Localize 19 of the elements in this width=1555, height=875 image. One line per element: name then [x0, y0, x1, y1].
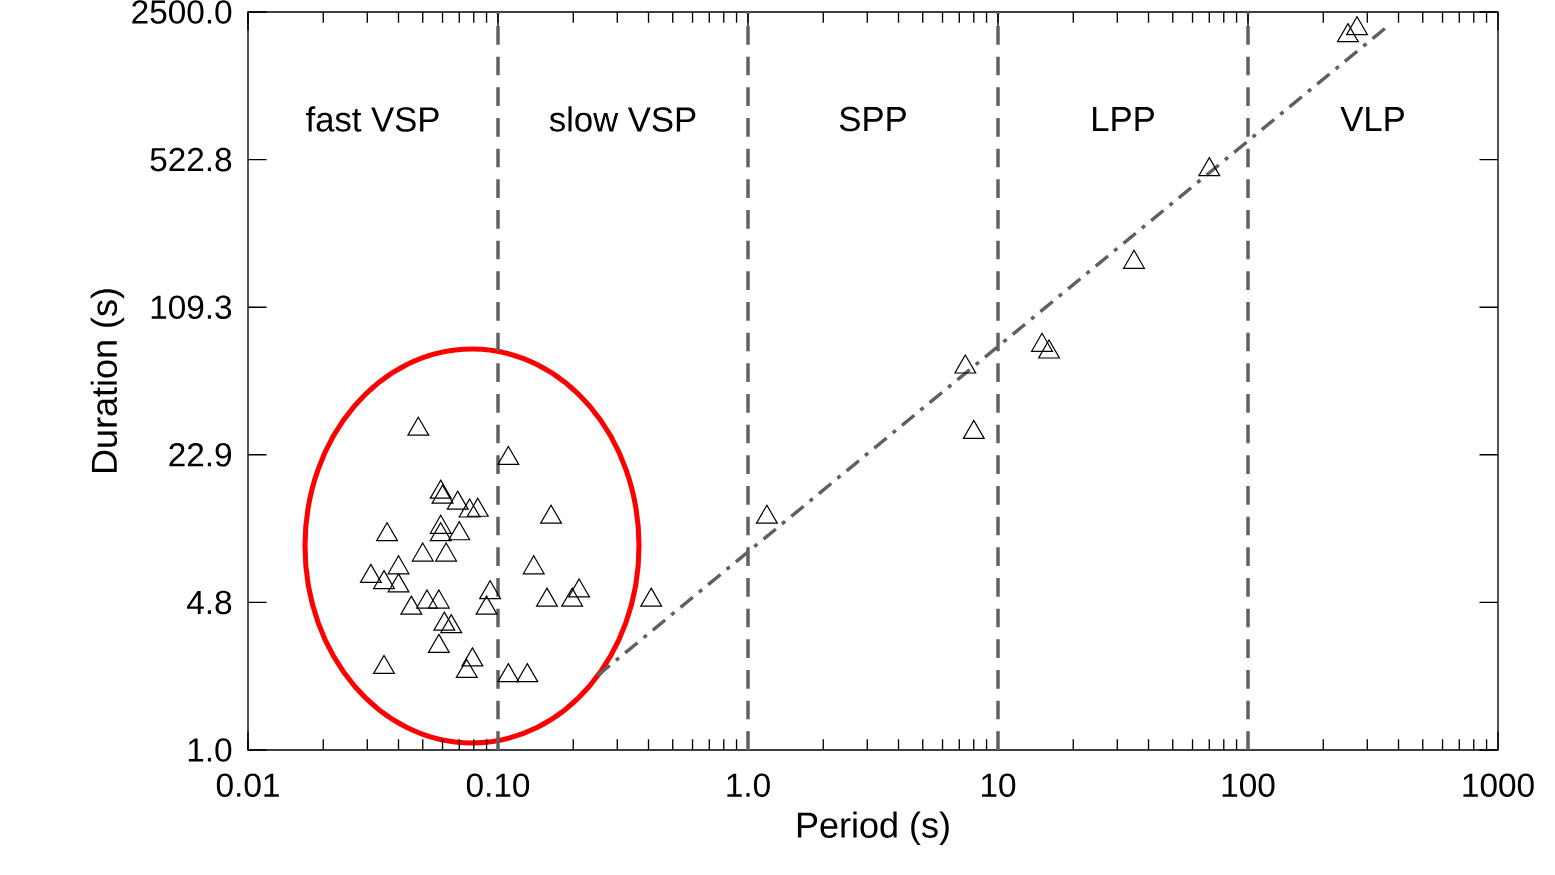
x-tick-label: 1.0 [727, 773, 770, 797]
x-axis-title: Period (s) [797, 811, 949, 846]
x-tick-label: 0.10 [466, 773, 530, 797]
x-tick-label: 1000 [1463, 773, 1534, 797]
x-tick-label: 100 [1222, 773, 1275, 797]
y-tick-label: 109.3 [151, 295, 232, 320]
annotation: LPP [1093, 107, 1154, 131]
annotation: fast VSP [306, 106, 439, 132]
annotation: VLP [1340, 107, 1404, 131]
y-tick-label: 522.8 [150, 147, 232, 172]
y-tick-label: 2500.0 [132, 0, 232, 24]
y-tick-label: 4.8 [187, 590, 232, 615]
x-tick-label: 0.01 [216, 773, 279, 797]
annotation: SPP [839, 106, 906, 132]
x-tick-label: 10 [982, 773, 1016, 797]
y-tick-label: 22.9 [169, 442, 232, 467]
y-tick-label: 1.0 [188, 738, 232, 762]
annotation: slow VSP [549, 106, 696, 132]
y-axis-title: Duration (s) [90, 289, 125, 473]
